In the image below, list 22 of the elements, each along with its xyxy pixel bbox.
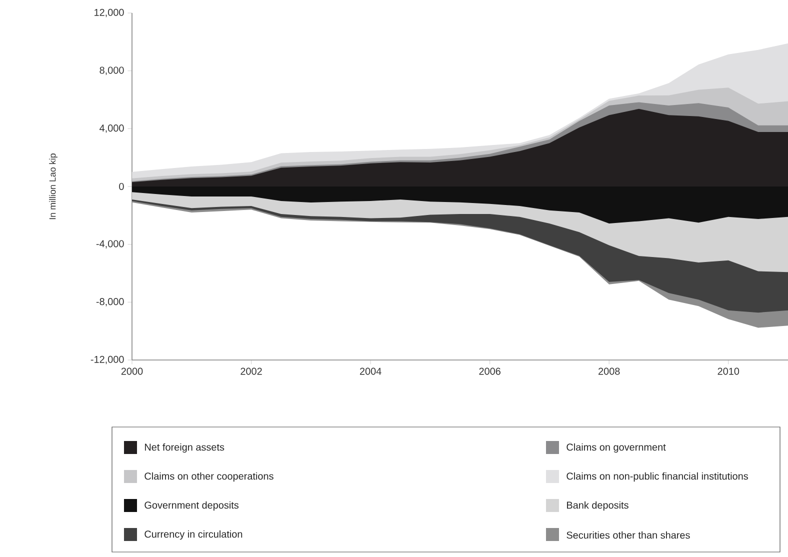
y-tick-label: 0 [119, 182, 124, 190]
legend-label: Government deposits [144, 501, 239, 511]
y-tick-label: -4,000 [96, 240, 124, 248]
y-tick-label: 4,000 [100, 124, 124, 133]
legend-label: Bank deposits [567, 501, 628, 511]
y-tick-label: -8,000 [96, 298, 124, 306]
y-axis-title: In million Lao kip [49, 154, 58, 220]
x-tick-label: 2002 [240, 368, 262, 375]
x-tick-label: 2008 [598, 368, 620, 375]
legend-label: Net foreign assets [145, 443, 224, 453]
legend-label: Claims on other cooperations [144, 472, 274, 482]
legend-label: Securities other than shares [566, 531, 690, 539]
y-tick-label: -12,000 [90, 356, 124, 364]
legend-label: Currency in circulation [144, 530, 242, 540]
x-tick-label: 2004 [360, 368, 382, 375]
legend-label: Claims on government [566, 443, 666, 453]
x-tick-label: 2000 [121, 368, 143, 375]
legend-label: Claims on non-public financial institutions [566, 472, 748, 482]
y-tick-label: 8,000 [100, 66, 124, 75]
x-tick-label: 2006 [479, 368, 500, 375]
x-tick-label: 2010 [718, 368, 740, 375]
y-tick-label: 12,000 [94, 8, 124, 18]
